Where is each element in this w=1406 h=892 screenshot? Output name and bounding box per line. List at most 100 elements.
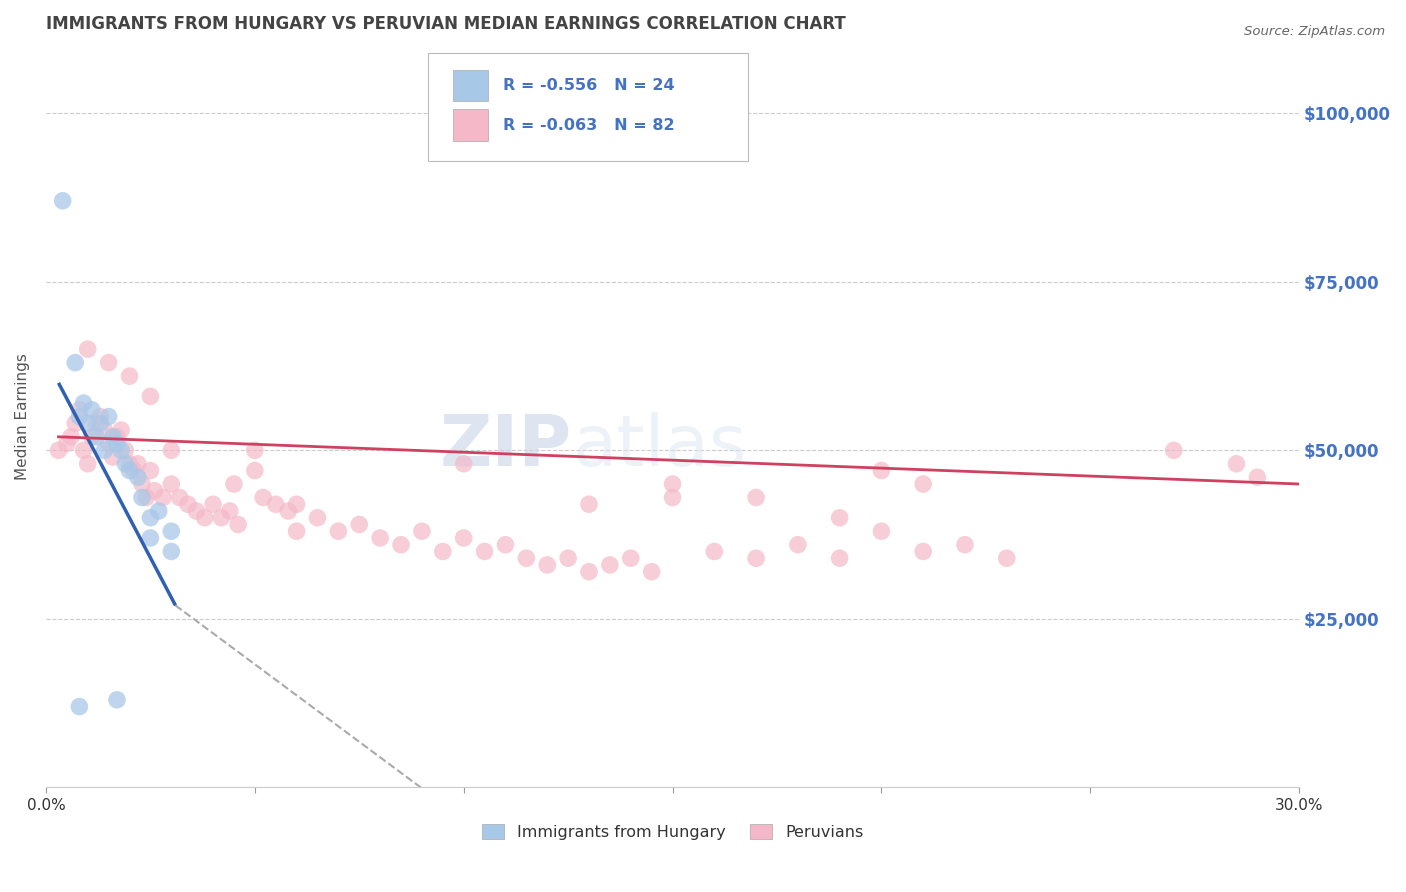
Point xyxy=(599,558,621,572)
Point xyxy=(578,497,600,511)
Point xyxy=(515,551,537,566)
Point xyxy=(252,491,274,505)
Point xyxy=(110,443,132,458)
Point xyxy=(89,409,111,424)
Point xyxy=(243,463,266,477)
Point xyxy=(139,389,162,403)
Point xyxy=(84,417,107,431)
Point xyxy=(127,457,149,471)
Point xyxy=(135,491,157,505)
Point xyxy=(453,457,475,471)
Point xyxy=(160,544,183,558)
Point xyxy=(105,430,128,444)
Point xyxy=(745,491,768,505)
Point xyxy=(953,538,976,552)
Text: R = -0.556   N = 24: R = -0.556 N = 24 xyxy=(503,78,675,94)
Point xyxy=(620,551,643,566)
Point xyxy=(870,524,893,539)
Point xyxy=(169,491,191,505)
Point xyxy=(72,443,94,458)
Point xyxy=(1225,457,1247,471)
Point xyxy=(72,396,94,410)
Point xyxy=(52,194,75,208)
Point xyxy=(101,450,124,464)
Point xyxy=(277,504,299,518)
Y-axis label: Median Earnings: Median Earnings xyxy=(15,353,30,480)
Point xyxy=(60,430,83,444)
Point xyxy=(368,531,391,545)
Point xyxy=(118,457,141,471)
Point xyxy=(63,417,86,431)
FancyBboxPatch shape xyxy=(453,110,488,141)
Point xyxy=(143,483,166,498)
Point xyxy=(122,463,145,477)
Text: IMMIGRANTS FROM HUNGARY VS PERUVIAN MEDIAN EARNINGS CORRELATION CHART: IMMIGRANTS FROM HUNGARY VS PERUVIAN MEDI… xyxy=(46,15,846,33)
Text: Source: ZipAtlas.com: Source: ZipAtlas.com xyxy=(1244,25,1385,38)
Point xyxy=(139,463,162,477)
Point xyxy=(285,497,308,511)
Text: ZIP: ZIP xyxy=(440,412,572,481)
Point xyxy=(160,524,183,539)
Text: R = -0.063   N = 82: R = -0.063 N = 82 xyxy=(503,118,675,133)
FancyBboxPatch shape xyxy=(453,70,488,102)
Point xyxy=(160,477,183,491)
Point xyxy=(139,510,162,524)
Point xyxy=(97,356,120,370)
Point xyxy=(557,551,579,566)
Legend: Immigrants from Hungary, Peruvians: Immigrants from Hungary, Peruvians xyxy=(475,817,869,847)
Point xyxy=(1246,470,1268,484)
Point xyxy=(56,436,79,450)
Point xyxy=(209,510,232,524)
Point xyxy=(411,524,433,539)
Point xyxy=(160,443,183,458)
Point xyxy=(110,423,132,437)
Point xyxy=(186,504,208,518)
Point xyxy=(661,477,683,491)
Point xyxy=(105,693,128,707)
Point xyxy=(285,524,308,539)
Point xyxy=(76,417,98,431)
Point xyxy=(389,538,412,552)
Point xyxy=(786,538,808,552)
Point xyxy=(97,409,120,424)
Point xyxy=(118,369,141,384)
Point xyxy=(114,457,136,471)
FancyBboxPatch shape xyxy=(429,54,748,161)
Point xyxy=(131,491,153,505)
Point xyxy=(101,430,124,444)
Point xyxy=(264,497,287,511)
Point xyxy=(432,544,454,558)
Point xyxy=(76,342,98,356)
Point xyxy=(63,356,86,370)
Point xyxy=(93,443,115,458)
Point xyxy=(703,544,725,558)
Point xyxy=(97,436,120,450)
Point xyxy=(870,463,893,477)
Point xyxy=(80,402,103,417)
Point xyxy=(828,551,851,566)
Point xyxy=(1163,443,1185,458)
Point xyxy=(226,517,249,532)
Point xyxy=(76,457,98,471)
Point xyxy=(912,544,935,558)
Point xyxy=(349,517,371,532)
Point xyxy=(80,430,103,444)
Point xyxy=(93,423,115,437)
Point xyxy=(148,504,170,518)
Point xyxy=(745,551,768,566)
Point xyxy=(139,531,162,545)
Point xyxy=(536,558,558,572)
Point xyxy=(67,699,90,714)
Point xyxy=(218,504,240,518)
Point xyxy=(89,417,111,431)
Point xyxy=(105,436,128,450)
Point xyxy=(640,565,662,579)
Point xyxy=(131,477,153,491)
Point xyxy=(152,491,174,505)
Point xyxy=(84,430,107,444)
Point xyxy=(48,443,70,458)
Point xyxy=(114,443,136,458)
Point xyxy=(495,538,517,552)
Point xyxy=(177,497,200,511)
Point xyxy=(202,497,225,511)
